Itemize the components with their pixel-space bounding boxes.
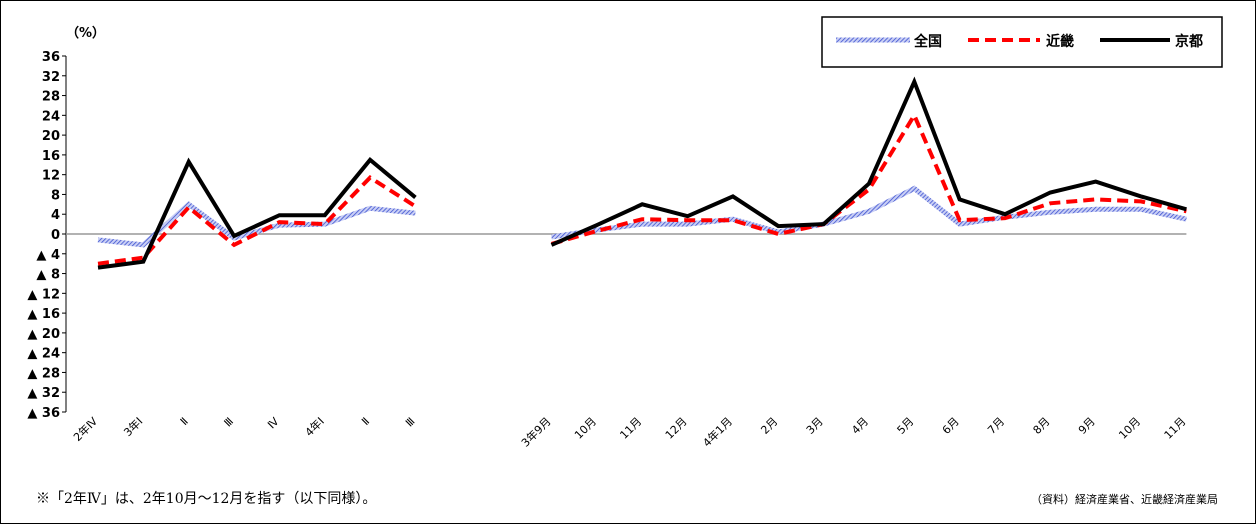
y-tick-label: 36 bbox=[42, 50, 60, 65]
series-line-kyoto bbox=[550, 76, 1187, 247]
legend-label-national: 全国 bbox=[913, 33, 942, 50]
series-line-kinki bbox=[550, 110, 1187, 246]
x-axis: 2年Ⅳ 3年Ⅰ Ⅱ Ⅲ Ⅳ 4年Ⅰ Ⅱ Ⅲ 3年9月 10月 11月 12月 4年1月 2月 3月 4月 5月 6… bbox=[70, 414, 1188, 450]
x-tick-label: Ⅲ bbox=[222, 415, 237, 430]
y-tick-label: ▲ 32 bbox=[27, 386, 60, 401]
y-tick-label: ▲ 24 bbox=[27, 347, 60, 362]
y-tick-label: ▲ 36 bbox=[27, 406, 60, 421]
legend-entry-kyoto: 京都 bbox=[1100, 33, 1203, 50]
x-tick-label: 8月 bbox=[1031, 415, 1053, 437]
x-tick-label: 2年Ⅳ bbox=[70, 414, 100, 444]
legend-label-kyoto: 京都 bbox=[1175, 33, 1203, 50]
y-tick-label: 16 bbox=[42, 149, 60, 164]
y-tick-label: 4 bbox=[51, 208, 60, 223]
y-tick-label: 20 bbox=[42, 129, 60, 144]
x-tick-label: Ⅱ bbox=[178, 415, 191, 428]
y-tick-label: 0 bbox=[51, 228, 60, 243]
y-tick-label: 8 bbox=[51, 188, 60, 203]
x-tick-label: 6月 bbox=[940, 415, 962, 437]
y-axis-unit-label: （%） bbox=[66, 25, 105, 41]
series-layer bbox=[97, 76, 1187, 270]
x-tick-label: 7月 bbox=[985, 415, 1007, 437]
x-tick-label: 11月 bbox=[617, 415, 644, 442]
x-tick-label: 9月 bbox=[1076, 415, 1098, 437]
legend-entry-kinki: 近畿 bbox=[968, 33, 1074, 50]
y-tick-label: 24 bbox=[42, 109, 60, 124]
x-tick-label: 10月 bbox=[1116, 415, 1143, 442]
y-tick-label: ▲ 20 bbox=[27, 327, 60, 342]
source-note: （資料）経済産業省、近畿経済産業局 bbox=[1031, 492, 1218, 506]
footnote: ※「2年Ⅳ」は、2年10月～12月を指す（以下同様）。 bbox=[36, 491, 376, 507]
x-tick-label: 4年Ⅰ bbox=[302, 414, 327, 439]
series-line-kyoto bbox=[97, 156, 417, 270]
x-tick-label: 3月 bbox=[804, 415, 826, 437]
series-line-national bbox=[97, 201, 416, 248]
x-tick-label: 5月 bbox=[895, 415, 917, 437]
x-tick-label: 10月 bbox=[572, 415, 599, 442]
x-tick-label: 4月 bbox=[849, 415, 871, 437]
y-tick-label: 28 bbox=[42, 90, 60, 105]
y-tick-label: ▲ 12 bbox=[27, 287, 60, 302]
series-line-kinki bbox=[97, 175, 417, 266]
x-tick-label: 3年Ⅰ bbox=[121, 414, 146, 439]
legend-label-kinki: 近畿 bbox=[1046, 33, 1074, 50]
y-axis: 36 32 28 24 20 16 12 8 4 0 ▲ 4 ▲ 8 ▲ 12 ▲ 16 ▲ 20 ▲ 24 ▲… bbox=[27, 50, 67, 421]
x-tick-label: 4年1月 bbox=[700, 414, 735, 449]
x-tick-label: 12月 bbox=[663, 415, 690, 442]
x-tick-label: 11月 bbox=[1162, 415, 1189, 442]
y-tick-label: ▲ 16 bbox=[27, 307, 60, 322]
x-tick-label: Ⅱ bbox=[359, 415, 372, 428]
x-tick-label: Ⅲ bbox=[403, 415, 418, 430]
y-tick-label: ▲ 8 bbox=[36, 268, 60, 283]
legend-entry-national: 全国 bbox=[836, 33, 942, 50]
x-tick-label: 3年9月 bbox=[518, 414, 553, 449]
y-tick-label: 32 bbox=[42, 70, 60, 85]
legend: 全国 近畿 京都 bbox=[821, 16, 1223, 68]
y-tick-label: ▲ 28 bbox=[27, 366, 60, 381]
y-tick-label: 12 bbox=[42, 169, 60, 184]
x-tick-label: 2月 bbox=[758, 415, 780, 437]
y-tick-label: ▲ 4 bbox=[36, 248, 60, 263]
x-tick-label: Ⅳ bbox=[265, 414, 282, 431]
series-line-national bbox=[551, 185, 1187, 240]
